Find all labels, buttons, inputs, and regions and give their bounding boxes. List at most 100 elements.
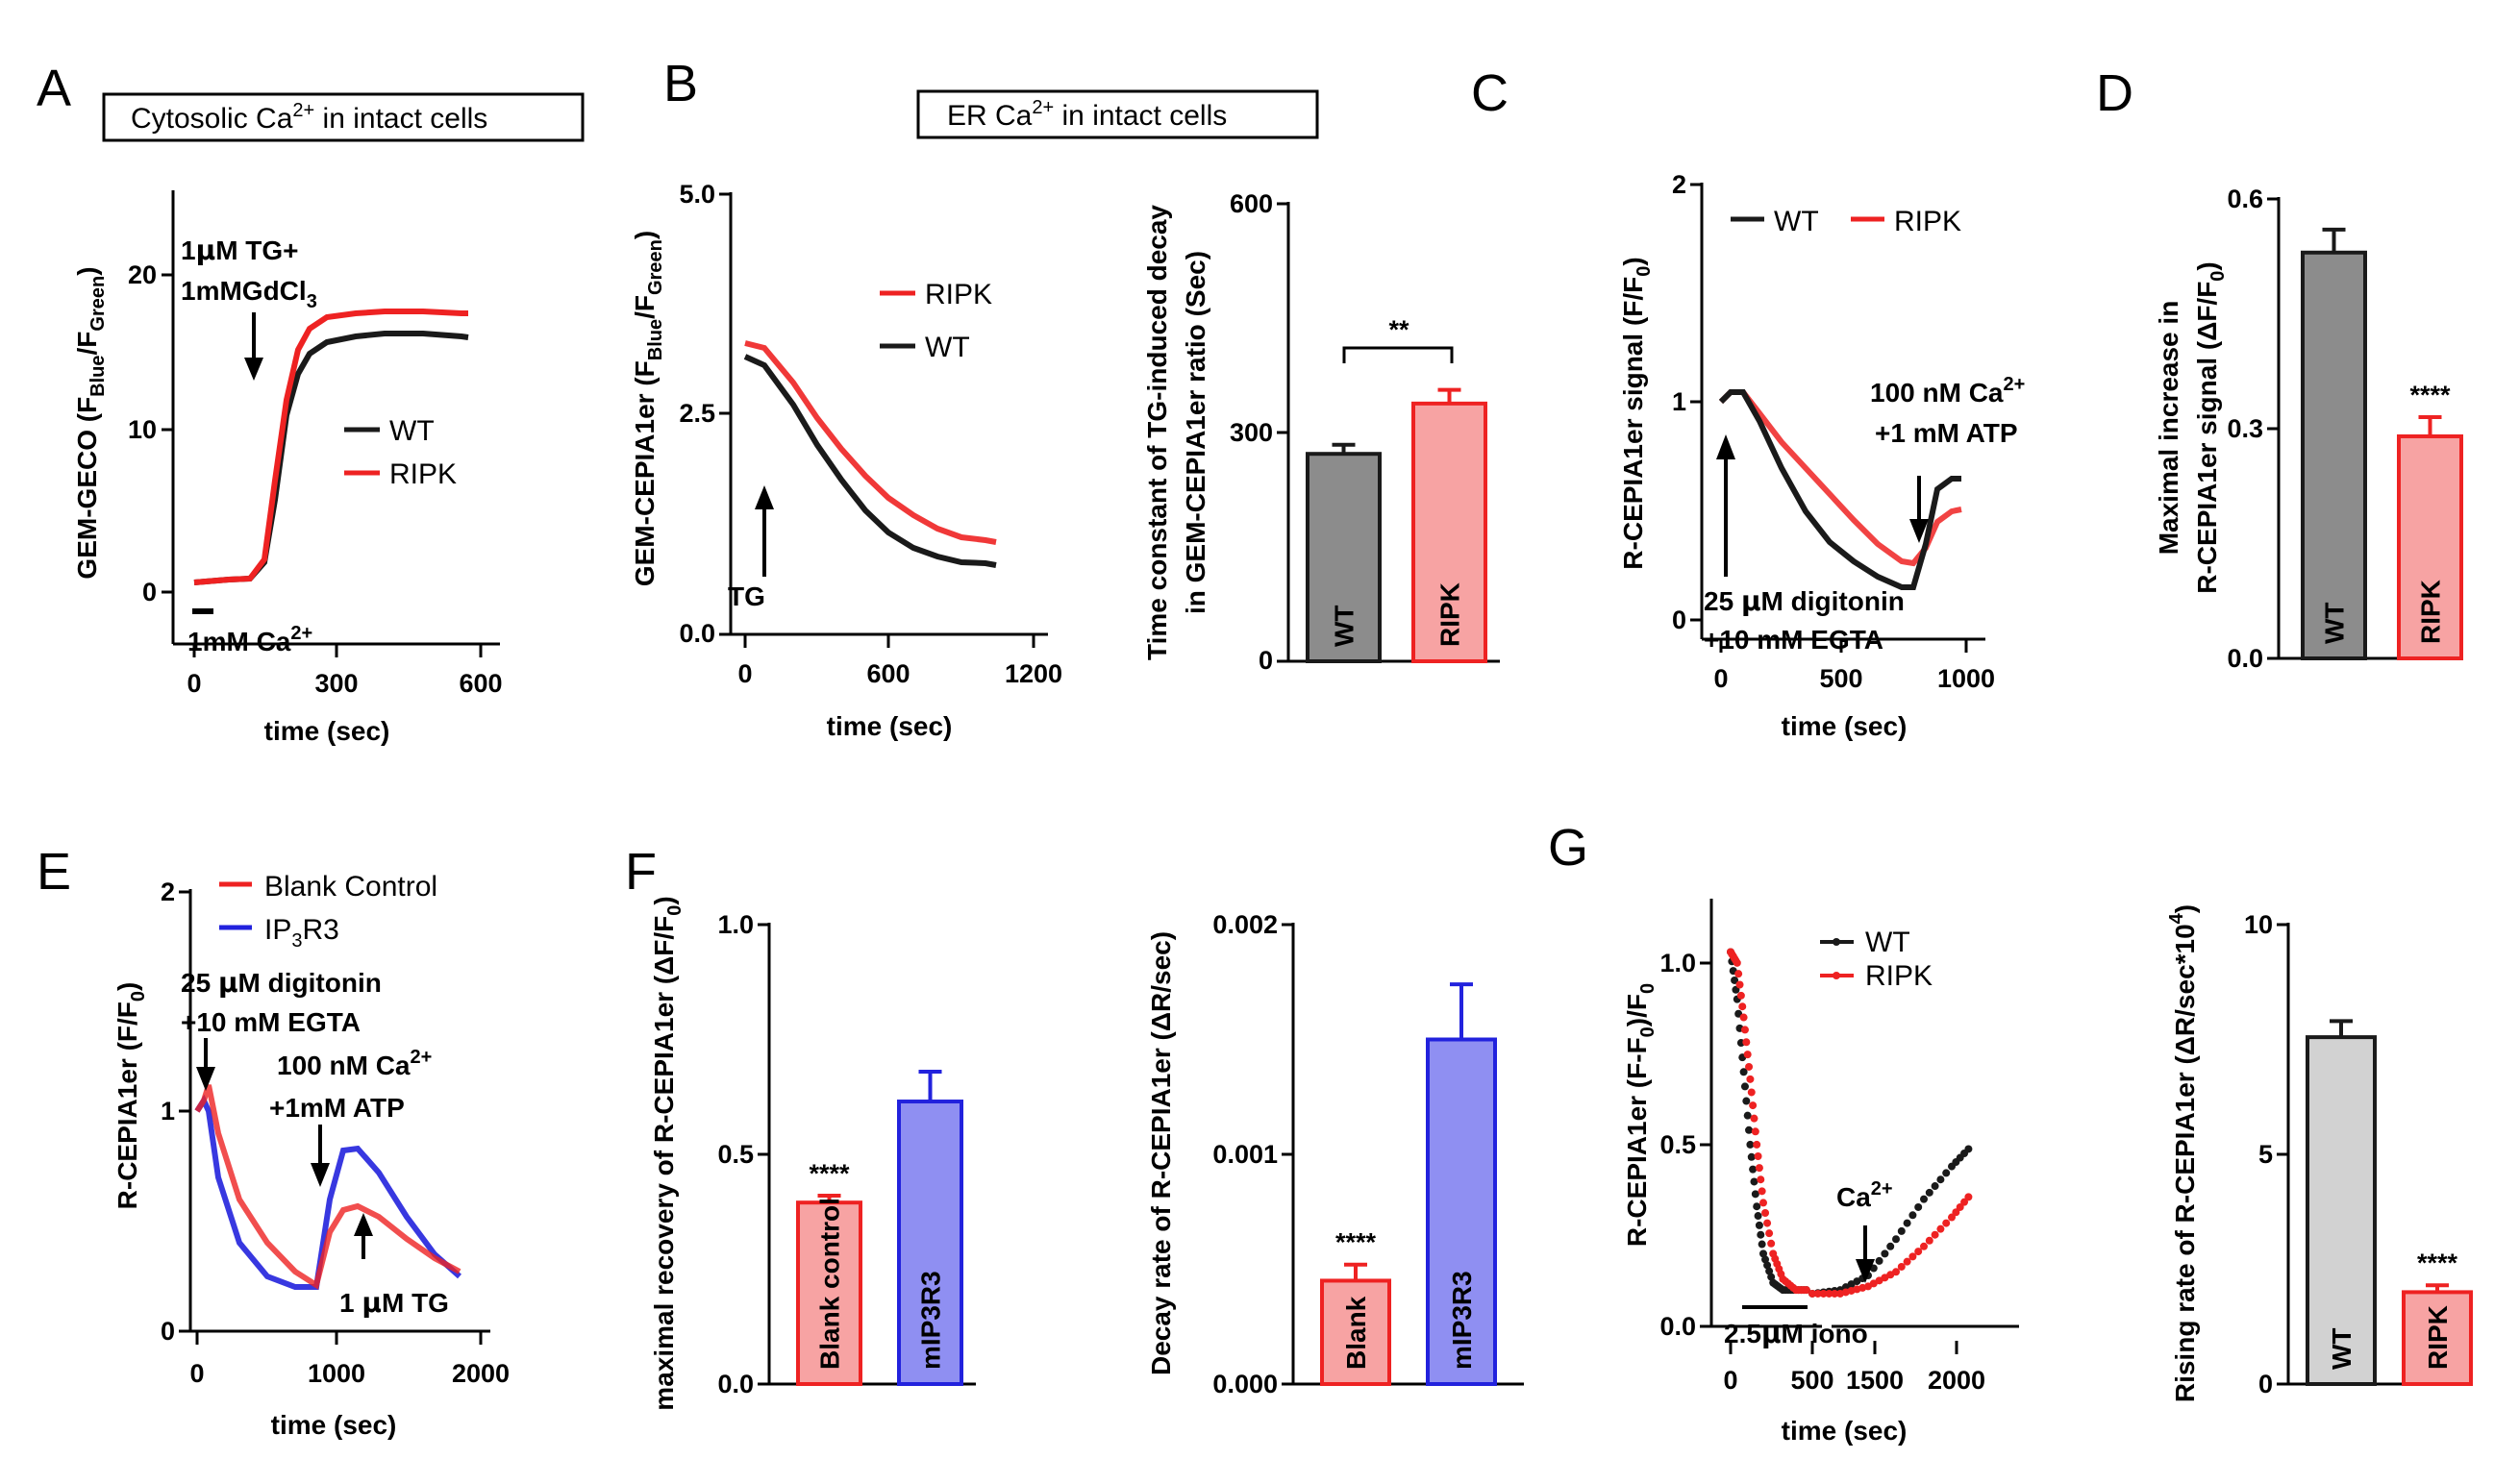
significance-label: **** [1335, 1228, 1377, 1257]
panel-letter-f: F [625, 843, 657, 901]
annotation-tg: TG [728, 581, 765, 611]
panel-letter-b: B [663, 55, 698, 112]
panel-letter-a: A [37, 60, 71, 117]
annotation-tg: 1 μM TG [339, 1287, 449, 1319]
data-point [1952, 1208, 1960, 1217]
series-blank [194, 1084, 461, 1290]
x-tick: 600 [866, 659, 910, 688]
annotation-atp2: +1 mM ATP [1875, 418, 2018, 448]
y-tick: 2.5 [679, 399, 715, 428]
y-tick: 1.0 [1659, 949, 1696, 977]
bar-1 [2402, 1290, 2473, 1387]
data-point [1960, 1198, 1969, 1206]
data-point [1755, 1164, 1763, 1173]
chart-c: 0 1 2 0 500 1000 time (sec) R-CEPIA1er s… [1618, 170, 2025, 741]
data-point [1746, 1140, 1755, 1149]
y-axis-label: GEM-CEPIA1er (FBlue/FGreen) [630, 231, 666, 586]
data-point [1931, 1230, 1939, 1239]
data-point [1948, 1213, 1956, 1222]
y-tick: 2 [1672, 170, 1686, 199]
y-tick: 0.6 [2227, 185, 2263, 213]
chart-a: 0 10 20 0 300 600 time (sec) GEM-GECO (F… [72, 190, 503, 746]
panel-letter-g: G [1548, 819, 1588, 877]
significance-label: **** [2417, 1249, 2458, 1277]
data-point [1903, 1219, 1911, 1227]
data-point [1825, 1289, 1833, 1298]
bar-0 [2306, 1035, 2377, 1386]
bar-1 [1411, 401, 1487, 663]
y-tick: 0.5 [1659, 1130, 1696, 1159]
data-point [1813, 1289, 1822, 1298]
header-er: ER Ca2+ in intact cells [916, 89, 1319, 139]
y-tick: 0.001 [1212, 1140, 1278, 1169]
data-point [1736, 991, 1745, 1000]
data-point [1761, 1255, 1770, 1264]
significance-bracket [1342, 346, 1454, 363]
y-tick: 20 [128, 260, 157, 289]
series-ripk [193, 309, 468, 585]
legend-ripk: RIPK [389, 458, 457, 490]
bar-1 [1426, 1037, 1497, 1386]
y-tick: 0 [1672, 606, 1686, 634]
chart-b-line: 0.0 2.5 5.0 0 600 1200 time (sec) GEM-CE… [630, 180, 1062, 741]
x-axis-label: time (sec) [827, 711, 953, 741]
annotation-gdcl: 1mMGdCl3 [181, 276, 317, 312]
annotation-ca: Ca2+ [1836, 1178, 1893, 1212]
data-point [1908, 1211, 1917, 1220]
bar-label: RIPK [2416, 580, 2446, 644]
data-point [1886, 1242, 1895, 1250]
y-tick: 0 [142, 578, 157, 606]
data-point [1956, 1202, 1964, 1211]
data-point [1964, 1145, 1973, 1153]
x-tick: 0 [1723, 1366, 1737, 1395]
bar-label: Blank control [815, 1198, 845, 1370]
y-tick: 1.0 [717, 910, 754, 939]
data-point [1914, 1248, 1923, 1256]
data-point [1914, 1202, 1923, 1211]
y-tick: 0.002 [1212, 910, 1278, 939]
x-tick: 1500 [1846, 1366, 1904, 1395]
annotation-dig1: 25 μM digitonin [1704, 585, 1905, 617]
data-point [1739, 1068, 1748, 1076]
bar-label: RIPK [1435, 582, 1465, 647]
y-axis-label-line2: in GEM-CEPIA1er ratio (Sec) [1181, 251, 1210, 614]
x-tick: 1000 [1937, 664, 1995, 693]
data-point [1903, 1257, 1911, 1266]
y-tick: 0.0 [717, 1370, 754, 1398]
bar-label: Blank [1341, 1296, 1371, 1370]
data-point [1897, 1262, 1906, 1271]
y-axis-label: R-CEPIA1er signal (F/F0) [1618, 257, 1655, 569]
data-point [1742, 1097, 1751, 1105]
data-point [1767, 1239, 1776, 1248]
x-axis-label: time (sec) [271, 1410, 397, 1440]
data-point [1740, 1082, 1749, 1091]
data-point [1763, 1219, 1772, 1227]
bar-1 [897, 1100, 963, 1387]
data-point [1925, 1236, 1933, 1245]
y-tick: 5 [2258, 1140, 2273, 1169]
data-point [1925, 1188, 1933, 1197]
bar-0 [796, 1200, 862, 1386]
x-tick: 2000 [452, 1359, 510, 1388]
data-point [1881, 1249, 1889, 1258]
significance-label: **** [2409, 381, 2451, 409]
data-point [1942, 1219, 1951, 1227]
data-point [1765, 1229, 1774, 1238]
y-tick: 5.0 [679, 180, 715, 209]
x-tick: 0 [189, 1359, 204, 1388]
y-tick: 600 [1230, 189, 1273, 218]
y-tick: 0.5 [717, 1140, 754, 1169]
data-point [1897, 1226, 1906, 1235]
x-tick: 300 [314, 669, 358, 698]
bar-label: mIP3R3 [1447, 1271, 1477, 1370]
data-point [1751, 1127, 1759, 1136]
annotation-dig2: +10 mM EGTA [1704, 625, 1883, 655]
bar-label: mIP3R3 [916, 1271, 946, 1370]
bar-0 [1320, 1278, 1391, 1386]
legend-ripk: RIPK [925, 279, 992, 310]
bar-0 [1306, 452, 1382, 664]
data-point [1758, 1187, 1766, 1196]
x-tick: 500 [1790, 1366, 1833, 1395]
annotation-dig1: 25 μM digitonin [181, 967, 382, 999]
